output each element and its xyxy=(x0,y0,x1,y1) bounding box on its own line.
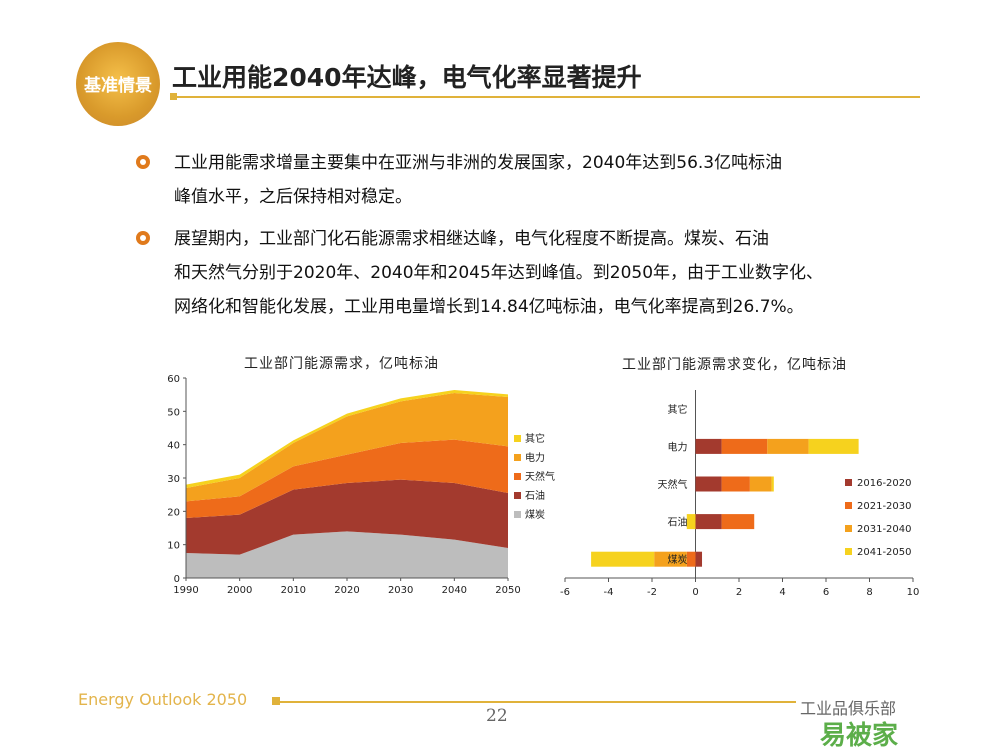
title-divider xyxy=(172,96,920,98)
bar-legend-swatch xyxy=(845,479,852,486)
bar-segment-2-0 xyxy=(695,476,722,492)
bullet-1: 工业用能需求增量主要集中在亚洲与非洲的发展国家，2040年达到56.3亿吨标油 … xyxy=(136,146,928,214)
area-y-tick-label: 60 xyxy=(167,374,180,385)
area-legend-label: 电力 xyxy=(525,451,545,464)
bar-legend-swatch xyxy=(845,525,852,532)
area-x-tick-label: 2040 xyxy=(442,585,467,596)
bar-segment-4-2 xyxy=(654,551,687,567)
area-legend-swatch xyxy=(514,435,521,442)
watermark: 工业品俱乐部 xyxy=(800,699,897,718)
bar-segment-1-0 xyxy=(695,438,722,454)
bar-legend-swatch xyxy=(845,502,852,509)
area-y-tick-label: 30 xyxy=(167,474,180,485)
area-legend-swatch xyxy=(514,492,521,499)
bar-x-tick-label: 0 xyxy=(692,587,698,598)
area-series-3 xyxy=(186,393,508,502)
bar-segment-3-0 xyxy=(695,514,722,530)
bar-legend-label: 2041-2050 xyxy=(857,547,912,558)
area-x-tick-label: 2020 xyxy=(334,585,359,596)
logo-text: 基准情景 xyxy=(84,76,152,96)
bar-category-label: 电力 xyxy=(668,440,688,453)
bar-x-tick-label: -4 xyxy=(604,587,614,598)
bar-category-label: 石油 xyxy=(668,516,688,529)
bar-legend-label: 2016-2020 xyxy=(857,478,912,489)
area-x-tick-label: 2030 xyxy=(388,585,413,596)
area-series-4 xyxy=(186,390,508,488)
bar-x-tick-label: 8 xyxy=(866,587,872,598)
bar-legend-label: 2031-2040 xyxy=(857,524,912,535)
bar-x-tick-label: -6 xyxy=(560,587,570,598)
area-series-1 xyxy=(186,479,508,555)
area-legend-swatch xyxy=(514,473,521,480)
area-y-tick-label: 20 xyxy=(167,507,180,518)
logo: 基准情景 xyxy=(76,42,160,126)
bar-category-label: 天然气 xyxy=(658,478,688,491)
bar-x-tick-label: -2 xyxy=(647,587,657,598)
bullet-2: 展望期内，工业部门化石能源需求相继达峰，电气化程度不断提高。煤炭、石油 和天然气… xyxy=(136,222,928,324)
area-y-tick-label: 50 xyxy=(167,407,180,418)
bar-chart-title: 工业部门能源需求变化，亿吨标油 xyxy=(622,357,847,373)
area-series-2 xyxy=(186,439,508,518)
bar-segment-2-3 xyxy=(771,476,774,492)
bullet-1-line-1: 工业用能需求增量主要集中在亚洲与非洲的发展国家，2040年达到56.3亿吨标油 xyxy=(174,153,783,173)
bar-segment-2-2 xyxy=(749,476,772,492)
area-x-tick-label: 1990 xyxy=(173,585,198,596)
footer-divider-dot xyxy=(272,697,280,705)
watermark-logo: 易被家 xyxy=(820,721,899,751)
bar-segment-4-1 xyxy=(686,551,696,567)
area-legend-label: 天然气 xyxy=(525,470,555,483)
bar-segment-2-1 xyxy=(721,476,750,492)
area-chart-title: 工业部门能源需求，亿吨标油 xyxy=(244,356,439,372)
bar-segment-1-2 xyxy=(767,438,809,454)
bar-legend-label: 2021-2030 xyxy=(857,501,912,512)
bar-segment-3-1 xyxy=(721,514,755,530)
bar-category-label: 煤炭 xyxy=(668,553,688,566)
bar-x-tick-label: 4 xyxy=(779,587,785,598)
area-y-tick-label: 10 xyxy=(167,541,180,552)
bar-segment-1-1 xyxy=(721,438,768,454)
bar-x-tick-label: 2 xyxy=(736,587,742,598)
bar-x-tick-label: 10 xyxy=(907,587,920,598)
area-legend-label: 石油 xyxy=(525,489,545,502)
area-legend-label: 其它 xyxy=(525,432,545,445)
bullet-2-line-3: 网络化和智能化发展，工业用电量增长到14.84亿吨标油，电气化率提高到26.7%… xyxy=(174,297,804,317)
bar-category-label: 其它 xyxy=(668,403,688,416)
bar-x-tick-label: 6 xyxy=(823,587,829,598)
bar-legend-swatch xyxy=(845,548,852,555)
footer-divider xyxy=(276,701,796,703)
area-legend-swatch xyxy=(514,511,521,518)
footer-brand: Energy Outlook 2050 xyxy=(78,690,248,709)
area-x-tick-label: 2010 xyxy=(281,585,306,596)
bar-segment-4-3 xyxy=(591,551,655,567)
area-legend-label: 煤炭 xyxy=(525,508,545,521)
page-number: 22 xyxy=(486,706,508,726)
bullet-1-line-2: 峰值水平，之后保持相对稳定。 xyxy=(174,187,412,207)
area-legend-swatch xyxy=(514,454,521,461)
bar-segment-3-3 xyxy=(686,514,696,530)
area-x-tick-label: 2050 xyxy=(495,585,520,596)
title-divider-dot xyxy=(170,93,177,100)
area-y-tick-label: 40 xyxy=(167,441,180,452)
bullet-2-line-1: 展望期内，工业部门化石能源需求相继达峰，电气化程度不断提高。煤炭、石油 xyxy=(174,229,769,249)
bar-segment-4-0 xyxy=(695,551,703,567)
bar-segment-1-3 xyxy=(808,438,859,454)
bullet-icon xyxy=(136,231,150,245)
area-y-tick-label: 0 xyxy=(174,574,180,585)
area-series-0 xyxy=(186,531,508,578)
page-title: 工业用能2040年达峰，电气化率显著提升 xyxy=(172,63,642,92)
bullet-icon xyxy=(136,155,150,169)
bullet-2-line-2: 和天然气分别于2020年、2040年和2045年达到峰值。到2050年，由于工业… xyxy=(174,263,824,283)
area-x-tick-label: 2000 xyxy=(227,585,252,596)
